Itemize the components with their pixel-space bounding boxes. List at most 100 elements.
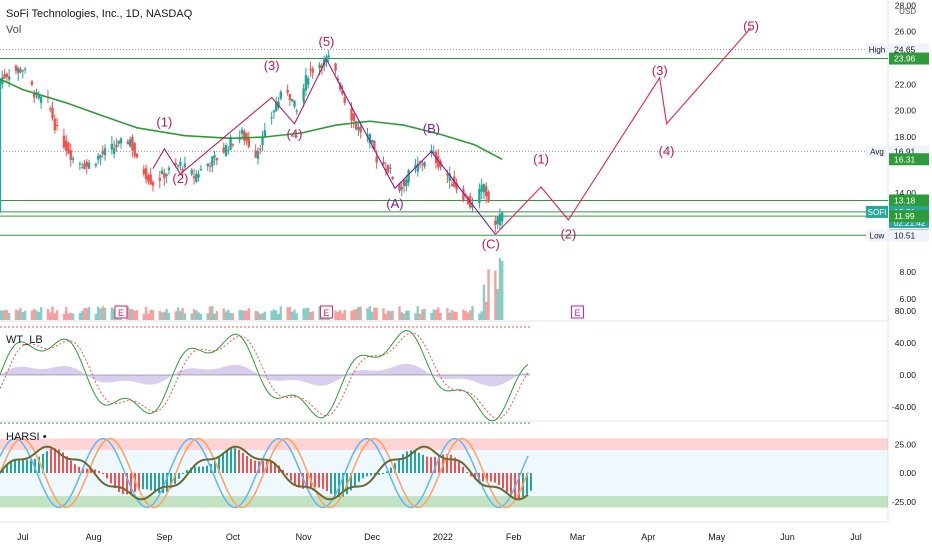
harsi-candle [202, 466, 204, 473]
candle-body [167, 167, 171, 171]
candle-body [318, 64, 321, 69]
wave-label: (B) [423, 121, 440, 136]
harsi-candle [446, 454, 448, 473]
harsi-candle [106, 473, 108, 479]
volume-bar [275, 310, 278, 320]
harsi-candle [238, 449, 240, 473]
volume-bar [163, 311, 166, 320]
earnings-marker [319, 305, 333, 319]
volume-bar [5, 310, 9, 320]
volume-bar [359, 306, 362, 320]
volume-bar [416, 306, 419, 320]
wave-label: (3) [652, 63, 668, 78]
volume-bar [231, 313, 235, 320]
wt-histogram [0, 363, 530, 387]
harsi-candle [166, 473, 168, 492]
candle-body [144, 168, 148, 180]
price-tag-value: 10.51 [894, 231, 916, 241]
volume-bar [450, 310, 454, 320]
candle-body [192, 176, 196, 179]
volume-bar [350, 310, 353, 320]
candle-body [147, 175, 150, 182]
candle-body [224, 145, 228, 156]
volume-bar [17, 310, 20, 320]
volume-bar [39, 307, 43, 320]
volume-bar [469, 310, 472, 320]
volume-bar [240, 310, 244, 320]
candle-body [19, 69, 22, 73]
harsi-candle [326, 473, 328, 492]
volume-bar [338, 310, 342, 320]
price-tag-name-bg [866, 43, 888, 56]
candle-body [213, 155, 216, 158]
volume-bar [254, 310, 257, 320]
harsi-candle [26, 459, 28, 473]
candle-body [382, 161, 385, 165]
candle-body [322, 58, 326, 66]
harsi-candle [294, 473, 296, 485]
harsi-candle [34, 458, 36, 473]
candle-body [389, 167, 392, 169]
price-tick-label: 22.00 [895, 79, 917, 89]
volume-bar [366, 308, 369, 320]
volume-bar [23, 310, 27, 320]
harsi-candle [506, 473, 508, 493]
harsi-candle [110, 473, 112, 484]
candle-body [227, 150, 230, 152]
candle-body [208, 165, 212, 167]
harsi-candle [314, 473, 316, 488]
harsi-candle [354, 473, 356, 486]
candle-body [446, 173, 449, 176]
price-tick-label: 26.00 [895, 27, 917, 37]
volume-bar [336, 312, 340, 320]
candle-body [190, 169, 193, 175]
candle-body [494, 220, 497, 226]
candle-body [290, 98, 294, 102]
harsi-candle [370, 473, 372, 476]
candle-body [256, 151, 260, 159]
harsi-candle [386, 471, 388, 473]
candle-body [65, 140, 68, 151]
volume-bar [439, 312, 442, 320]
candle-body [263, 130, 267, 137]
candle-body [55, 125, 59, 127]
candle-body [485, 186, 488, 197]
candle-body [279, 91, 282, 99]
candle-body [309, 69, 312, 71]
harsi-candle [150, 473, 152, 491]
price-tick-label: 6.00 [899, 294, 916, 304]
volume-bar [418, 313, 422, 320]
harsi-candle [290, 473, 292, 481]
candle-body [416, 164, 419, 172]
candle-body [51, 107, 54, 119]
volume-bar [213, 313, 216, 320]
wt-tick-label: 0.00 [899, 370, 916, 380]
wave-label: (4) [287, 126, 303, 141]
candle-body [62, 135, 66, 148]
projection-line [495, 27, 752, 235]
harsi-candle [174, 473, 176, 484]
candle-body [135, 153, 139, 158]
volume-bar [270, 310, 273, 320]
wave-label: (A) [386, 196, 403, 211]
harsi-candle [394, 463, 396, 473]
candle-body [354, 121, 358, 130]
volume-bar [277, 313, 280, 320]
harsi-candle [350, 473, 352, 491]
harsi-candle [42, 453, 44, 473]
candle-body [151, 181, 155, 186]
volume-bar [87, 306, 91, 320]
volume-bar [462, 309, 465, 320]
harsi-candle [10, 461, 12, 473]
harsi-candle [182, 473, 184, 474]
volume-bar [211, 306, 214, 320]
harsi-candle [462, 466, 464, 473]
harsi-overbought-band [0, 438, 888, 450]
harsi-candle [306, 473, 308, 489]
harsi-candle [38, 456, 40, 473]
volume-bar [85, 308, 88, 320]
volume-bar [33, 308, 36, 320]
volume-bar [334, 310, 337, 320]
candle-body [478, 188, 481, 204]
